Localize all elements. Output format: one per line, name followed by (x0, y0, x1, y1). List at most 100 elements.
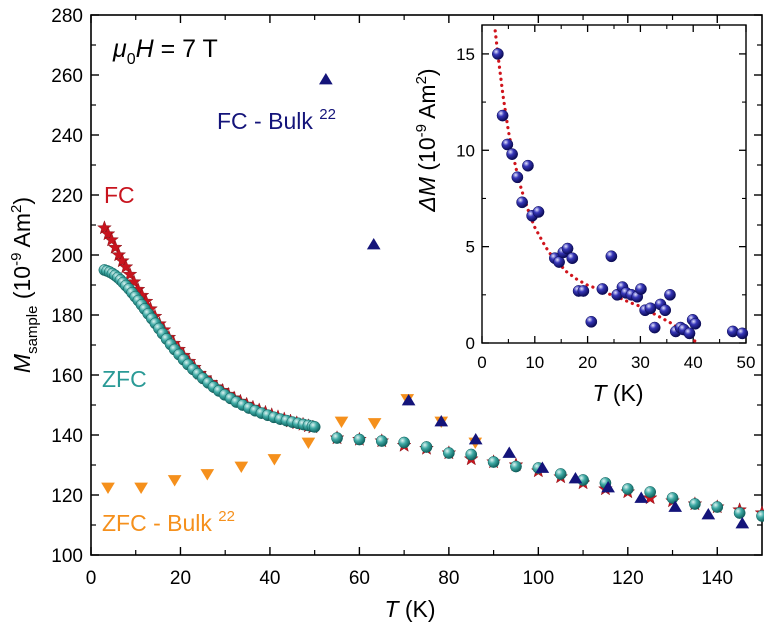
inset-x-tick-label: 20 (578, 353, 597, 372)
inset-y-tick-labels: 0 5 10 15 (456, 45, 475, 353)
y-tick-label: 200 (51, 246, 83, 267)
delta-m-point (532, 206, 545, 218)
zfc-bulk-point (267, 454, 282, 466)
fc-bulk-point (735, 517, 750, 529)
x-tick-label: 80 (438, 568, 459, 589)
fc-bulk-label: FC - Bulk 22 (217, 106, 336, 134)
fc-point (122, 266, 138, 281)
y-tick-label: 140 (51, 426, 83, 447)
zfc-point (308, 421, 321, 433)
zfc-point (420, 441, 433, 453)
fc-bulk-point (634, 491, 649, 503)
fc-bulk-point (319, 73, 333, 85)
zfc-bulk-point (101, 482, 115, 494)
inset-x-tick-label: 0 (477, 353, 486, 372)
fc-bulk-point (568, 472, 583, 484)
delta-m-point (736, 327, 749, 340)
zfc-point (666, 492, 679, 504)
y-tick-label: 100 (51, 546, 83, 567)
delta-m-point (511, 171, 524, 184)
zfc-point (443, 447, 455, 459)
zfc-bulk-label: ZFC - Bulk 22 (102, 508, 235, 536)
x-tick-label: 0 (86, 568, 97, 589)
zfc-bulk-point (334, 416, 349, 428)
inset-y-tick-label: 10 (456, 141, 475, 160)
inset-y-tick-label: 15 (456, 45, 475, 64)
delta-m-point (605, 250, 618, 263)
zfc-point (487, 456, 500, 468)
x-tick-label: 60 (349, 568, 370, 589)
zfc-bulk-point (301, 437, 316, 449)
fc-point (114, 253, 130, 268)
zfc-point (375, 435, 388, 447)
zfc-point (398, 436, 410, 449)
x-tick-label: 20 (170, 568, 191, 589)
delta-m-point (664, 288, 676, 301)
main-y-axis-label: Msample (10-9 Am2) (8, 197, 41, 373)
fc-bulk-point (668, 500, 683, 512)
delta-m-point (516, 196, 528, 209)
fc-label: FC (104, 182, 135, 208)
inset-x-tick-label: 50 (737, 353, 756, 372)
fc-bulk-point (601, 481, 615, 493)
main-axis-ticks (90, 14, 762, 556)
delta-m-point (596, 283, 609, 295)
delta-m-point (501, 138, 514, 151)
delta-m-point (506, 148, 518, 160)
zfc-point (733, 507, 746, 519)
delta-m-point (689, 317, 702, 330)
zfc-point (331, 432, 343, 444)
y-tick-label: 120 (51, 486, 83, 507)
inset-y-tick-label: 0 (466, 334, 475, 353)
fc-bulk-point (535, 461, 550, 473)
delta-m-point (659, 304, 672, 317)
zfc-point (756, 510, 764, 522)
zfc-point (510, 460, 522, 473)
inset-x-tick-label: 40 (684, 353, 703, 372)
delta-m-point (577, 285, 590, 297)
inset-x-tick-labels: 0 10 20 30 40 50 (477, 353, 755, 372)
inset-series-marks (491, 29, 749, 345)
y-tick-label: 240 (51, 126, 83, 147)
inset-plot: 0 10 20 30 40 50 0 5 10 15 T (K) ΔM (10-9 Am2) (413, 24, 755, 406)
zfc-bulk-point (134, 482, 148, 494)
y-tick-label: 160 (51, 366, 83, 387)
inset-y-axis-label: ΔM (10-9 Am2) (413, 68, 440, 212)
fc-bulk-point (468, 433, 483, 445)
x-tick-label: 100 (522, 568, 554, 589)
x-tick-label: 120 (612, 568, 644, 589)
zfc-point (621, 483, 634, 495)
zfc-bulk-point (167, 475, 182, 487)
main-x-axis-label: T (K) (384, 596, 435, 622)
zfc-point (353, 433, 366, 446)
delta-m-point (683, 327, 696, 340)
main-series-marks (97, 73, 764, 529)
main-x-tick-labels: 0 20 40 60 80 100 120 140 (86, 568, 733, 589)
fc-point (118, 259, 134, 274)
fc-point (126, 274, 142, 289)
delta-m-point (561, 242, 574, 255)
zfc-point (689, 498, 701, 510)
y-tick-label: 280 (51, 6, 83, 27)
zfc-bulk-point (234, 461, 249, 473)
y-tick-label: 220 (51, 186, 83, 207)
zfc-bulk-point (200, 469, 215, 481)
x-tick-label: 140 (701, 568, 733, 589)
delta-m-point (635, 283, 647, 295)
fit-curve (493, 29, 701, 345)
fc-bulk-point (366, 238, 381, 250)
fc-point (97, 220, 112, 235)
x-tick-label: 40 (259, 568, 280, 589)
delta-m-point (585, 315, 598, 328)
inset-x-tick-label: 30 (631, 353, 650, 372)
delta-m-point (522, 159, 534, 172)
y-tick-label: 260 (51, 66, 83, 87)
fc-point (107, 239, 123, 254)
fc-bulk-point (701, 508, 716, 520)
delta-m-point (648, 321, 661, 334)
delta-m-point (566, 252, 579, 265)
zfc-point (644, 486, 657, 498)
zfc-bulk-point (367, 418, 382, 430)
inset-y-tick-label: 5 (466, 238, 475, 257)
